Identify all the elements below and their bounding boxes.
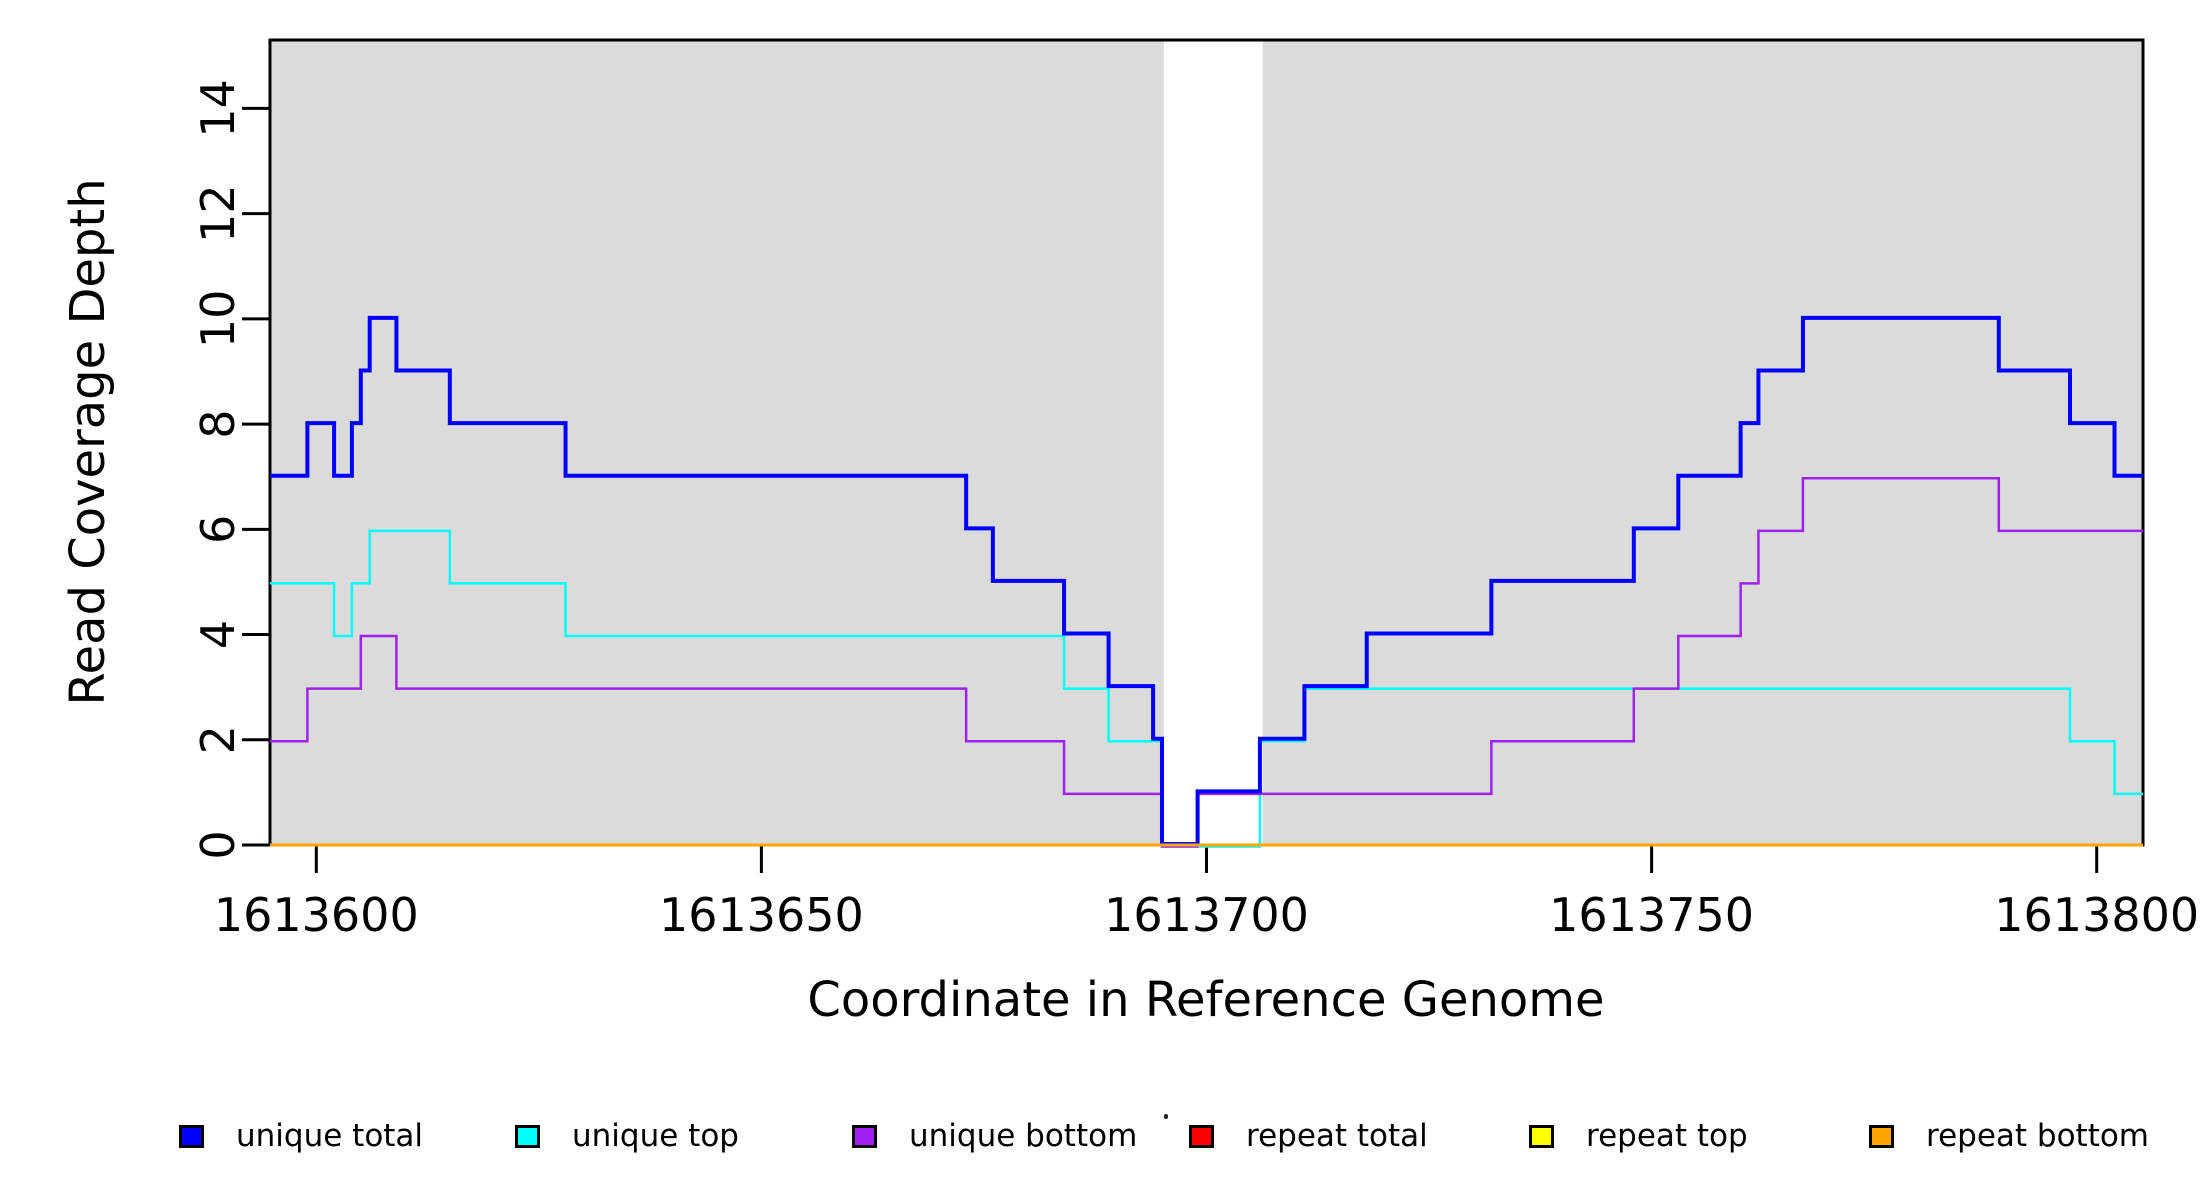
series-unique-top (270, 529, 2143, 848)
y-axis-title: Read Coverage Depth (60, 178, 116, 706)
y-tick-label: 6 (191, 515, 245, 544)
x-tick-label: 1613600 (214, 888, 419, 942)
y-tick-label: 0 (191, 830, 245, 859)
y-tick-label: 10 (191, 290, 245, 349)
x-tick-label: 1613800 (1994, 888, 2199, 942)
series-unique-bottom (270, 476, 2143, 848)
x-axis-title: Coordinate in Reference Genome (807, 972, 1605, 1028)
y-tick-label: 14 (191, 79, 245, 138)
x-tick-label: 1613650 (659, 888, 864, 942)
shaded-region-1 (1262, 40, 2143, 845)
shaded-region-0 (270, 40, 1164, 845)
x-tick-label: 1613750 (1549, 888, 1754, 942)
x-tick-label: 1613700 (1104, 888, 1309, 942)
y-tick-label: 12 (191, 184, 245, 243)
y-tick-label: 2 (191, 725, 245, 754)
series-unique-total (270, 315, 2143, 846)
y-tick-label: 4 (191, 620, 245, 649)
y-tick-label: 8 (191, 409, 245, 438)
